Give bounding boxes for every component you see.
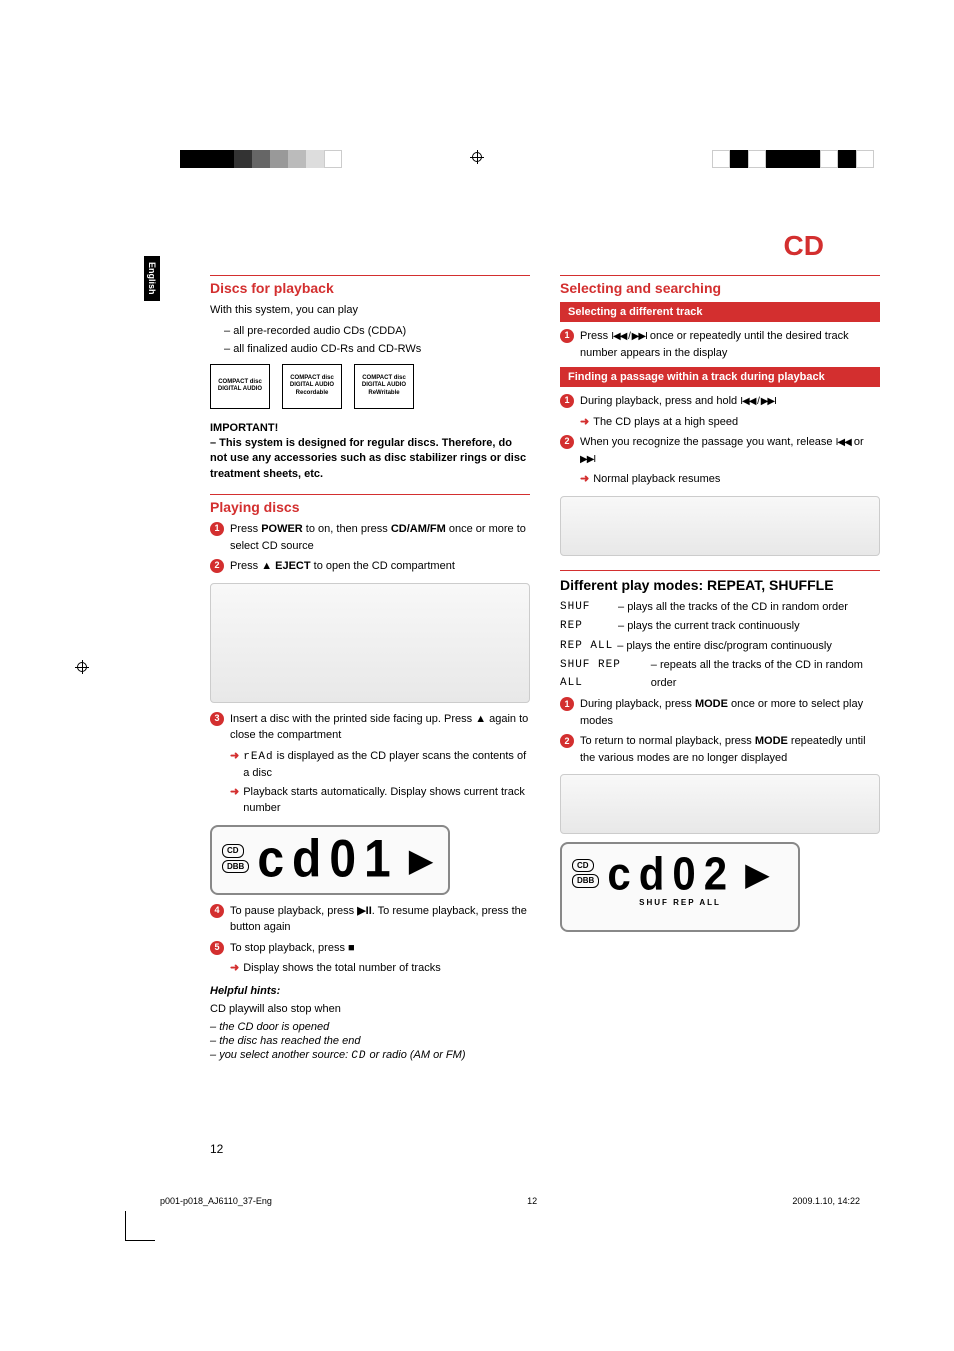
- lcd-dbb-icon: DBB: [572, 874, 599, 888]
- lcd-play-icon: ▶: [409, 841, 434, 879]
- mode-rep-all: REP ALL– plays the entire disc/program c…: [560, 638, 880, 656]
- subsection-find-passage: Finding a passage within a track during …: [560, 367, 880, 387]
- arrow-icon: ➜: [580, 471, 589, 488]
- step-3-result-2: ➜ Playback starts automatically. Display…: [230, 784, 530, 817]
- step-2: 2 Press ▲ EJECT to open the CD compartme…: [210, 558, 530, 575]
- hint-3: – you select another source: CD or radio…: [210, 1049, 530, 1062]
- footer-page: 12: [527, 1196, 537, 1206]
- passage-result-2: ➜ Normal playback resumes: [580, 471, 880, 488]
- section-playing-discs: Playing discs: [210, 494, 530, 515]
- passage-result-1: ➜ The CD plays at a high speed: [580, 414, 880, 431]
- logo-cdr: COMPACT disc DIGITAL AUDIO Recordable: [282, 364, 342, 409]
- step-number-icon: 4: [210, 904, 224, 918]
- right-column: Selecting and searching Selecting a diff…: [560, 275, 880, 1064]
- step-3: 3 Insert a disc with the printed side fa…: [210, 711, 530, 744]
- crop-mark: [125, 1211, 155, 1241]
- left-column: Discs for playback With this system, you…: [210, 275, 530, 1064]
- hint-2: – the disc has reached the end: [210, 1035, 530, 1047]
- footer-file: p001-p018_AJ6110_37-Eng: [160, 1196, 272, 1206]
- lcd-display-1: CD DBB cd01 ▶: [210, 825, 450, 895]
- crosshair-left: [75, 660, 95, 680]
- hint-1: – the CD door is opened: [210, 1021, 530, 1033]
- mode-list: SHUF– plays all the tracks of the CD in …: [560, 599, 880, 693]
- mode-shuf: SHUF– plays all the tracks of the CD in …: [560, 599, 880, 617]
- hints-heading: Helpful hints:: [210, 985, 530, 997]
- step-number-icon: 5: [210, 941, 224, 955]
- step-number-icon: 1: [560, 394, 574, 408]
- bullet-cdr: – all finalized audio CD-Rs and CD-RWs: [224, 341, 530, 358]
- mode-shuf-rep-all: SHUF REP ALL– repeats all the tracks of …: [560, 657, 880, 692]
- content-area: Discs for playback With this system, you…: [210, 275, 880, 1064]
- lcd-display-2: CD DBB cd02 ▶ SHUF REP ALL: [560, 842, 800, 932]
- lcd-track-text: cd02: [607, 848, 735, 901]
- page-number: 12: [210, 1142, 223, 1156]
- select-step-1: 1 Press I◀◀ / ▶▶I once or repeatedly unt…: [560, 328, 880, 361]
- footer: p001-p018_AJ6110_37-Eng 12 2009.1.10, 14…: [160, 1196, 860, 1206]
- device-illustration-1: [560, 496, 880, 556]
- section-play-modes: Different play modes: REPEAT, SHUFFLE: [560, 570, 880, 593]
- step-number-icon: 1: [560, 329, 574, 343]
- intro-text: With this system, you can play: [210, 302, 530, 319]
- footer-timestamp: 2009.1.10, 14:22: [792, 1196, 860, 1206]
- lcd-cd-icon: CD: [572, 859, 594, 873]
- device-illustration-open: [210, 583, 530, 703]
- device-illustration-2: [560, 774, 880, 834]
- step-number-icon: 1: [560, 697, 574, 711]
- lcd-cd-icon: CD: [222, 844, 244, 858]
- disc-logos: COMPACT disc DIGITAL AUDIO COMPACT disc …: [210, 364, 530, 409]
- page-title: CD: [784, 230, 824, 262]
- arrow-icon: ➜: [230, 784, 239, 801]
- lcd-dbb-icon: DBB: [222, 860, 249, 874]
- step-number-icon: 2: [210, 559, 224, 573]
- subsection-select-track: Selecting a different track: [560, 302, 880, 322]
- arrow-icon: ➜: [580, 414, 589, 431]
- step-1: 1 Press POWER to on, then press CD/AM/FM…: [210, 521, 530, 554]
- step-number-icon: 2: [560, 435, 574, 449]
- step-4: 4 To pause playback, press ▶II. To resum…: [210, 903, 530, 936]
- passage-step-2: 2 When you recognize the passage you wan…: [560, 434, 880, 467]
- section-discs-playback: Discs for playback: [210, 275, 530, 296]
- step-number-icon: 2: [560, 734, 574, 748]
- passage-step-1: 1 During playback, press and hold I◀◀ / …: [560, 393, 880, 410]
- lcd-track-text: cd01: [257, 829, 398, 890]
- section-selecting-searching: Selecting and searching: [560, 275, 880, 296]
- lcd-play-icon: ▶: [745, 855, 770, 893]
- bullet-cdda: – all pre-recorded audio CDs (CDDA): [224, 323, 530, 340]
- step-5-result: ➜ Display shows the total number of trac…: [230, 960, 530, 977]
- step-number-icon: 1: [210, 522, 224, 536]
- important-note: IMPORTANT! – This system is designed for…: [210, 421, 530, 483]
- arrow-icon: ➜: [230, 960, 239, 977]
- step-number-icon: 3: [210, 712, 224, 726]
- arrow-icon: ➜: [230, 748, 239, 765]
- logo-cd: COMPACT disc DIGITAL AUDIO: [210, 364, 270, 409]
- crosshair-top: [470, 150, 490, 170]
- language-tab: English: [144, 256, 160, 301]
- mode-step-2: 2 To return to normal playback, press MO…: [560, 733, 880, 766]
- hints-intro: CD playwill also stop when: [210, 1001, 530, 1018]
- step-5: 5 To stop playback, press ■: [210, 940, 530, 957]
- mode-step-1: 1 During playback, press MODE once or mo…: [560, 696, 880, 729]
- logo-cdrw: COMPACT disc DIGITAL AUDIO ReWritable: [354, 364, 414, 409]
- step-3-result-1: ➜ rEAd is displayed as the CD player sca…: [230, 748, 530, 782]
- mode-rep: REP– plays the current track continuousl…: [560, 618, 880, 636]
